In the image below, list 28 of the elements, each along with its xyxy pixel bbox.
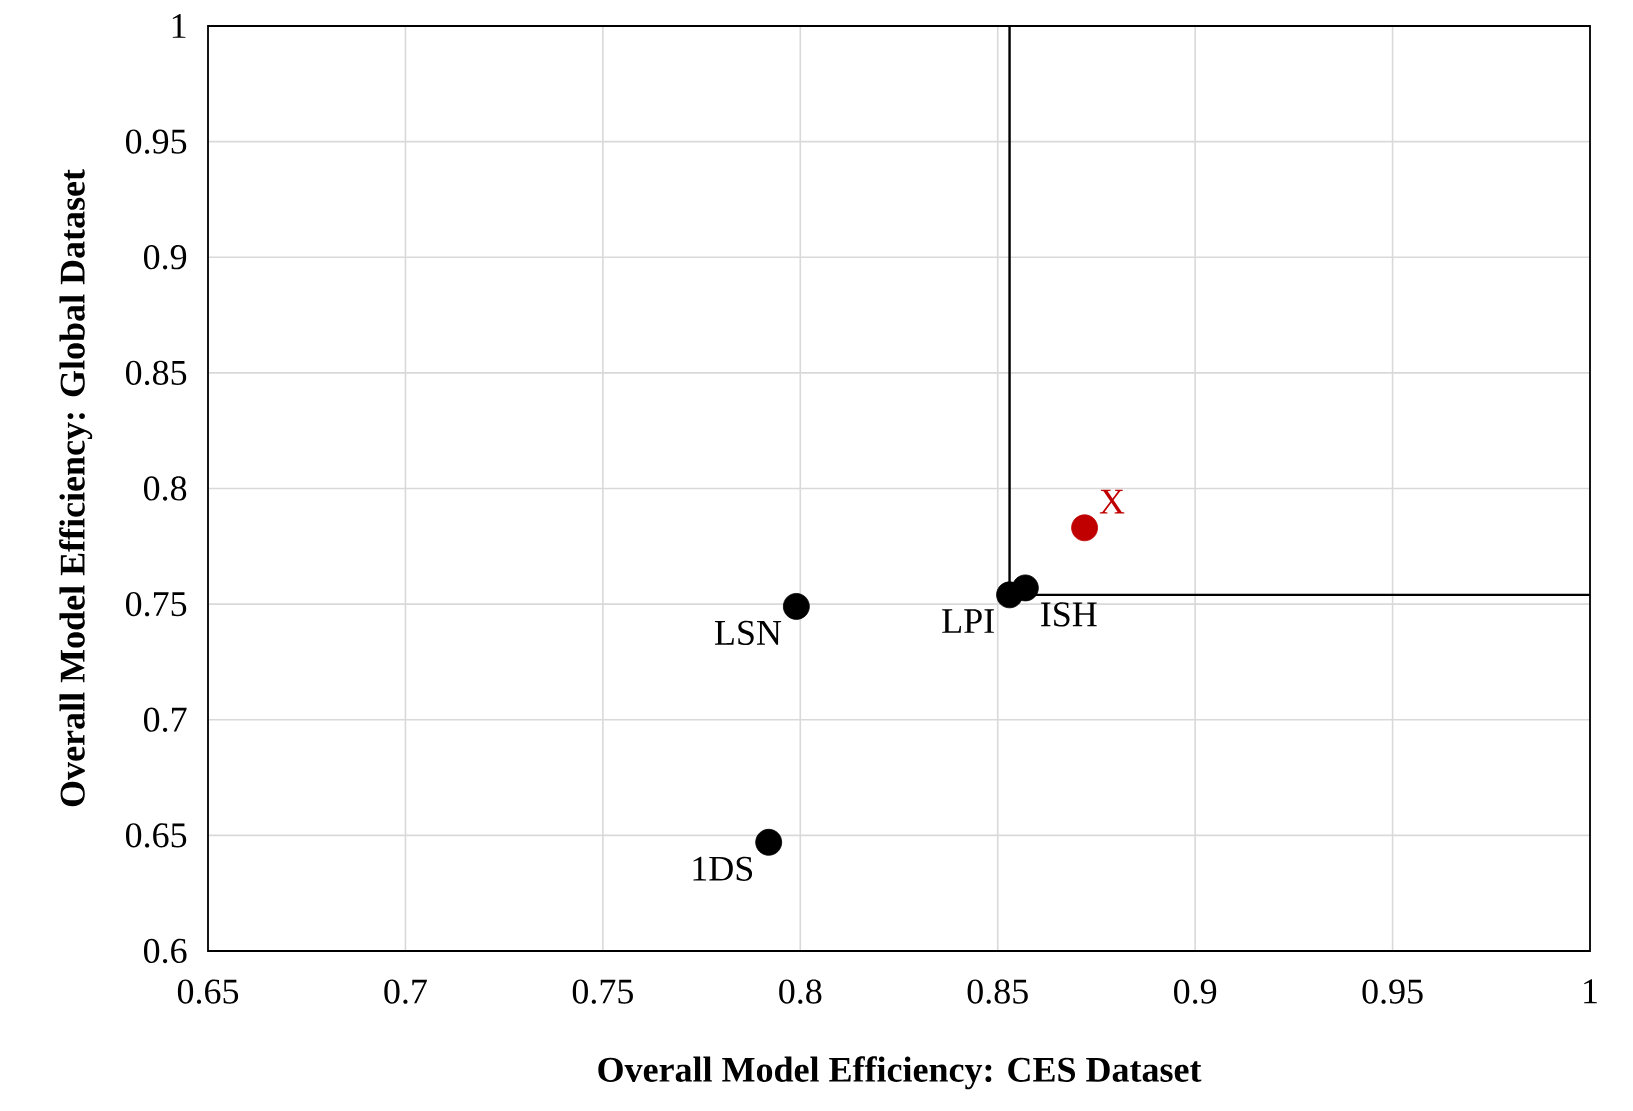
y-axis-title: Overall Model Efficiency: Global Dataset (59, 169, 93, 807)
y-tick-label: 0.8 (143, 476, 187, 501)
y-tick-label: 0.6 (143, 938, 187, 964)
point (782, 593, 810, 620)
x-axis-title: Overall Model Efficiency: CES Dataset (598, 1056, 1202, 1090)
x-tick-label: 0.65 (177, 979, 239, 1004)
point (755, 828, 783, 856)
annotation: LPI (942, 609, 994, 633)
x-tick-label: 0.95 (1362, 979, 1423, 1004)
annotation: 1DS (693, 856, 753, 881)
y-tick-label: 0.9 (143, 245, 187, 270)
x-tick-label: 0.85 (967, 979, 1028, 1004)
point (1011, 574, 1039, 602)
x-tick-label: 1 (1584, 979, 1597, 1004)
annotation: X (1099, 489, 1125, 514)
y-tick-label: 0.65 (125, 823, 187, 848)
x-tick-label: 0.75 (572, 979, 633, 1004)
x-tick-label: 0.9 (1174, 979, 1217, 1004)
y-tick-label: 0.7 (143, 707, 187, 732)
y-tick-label: 0.95 (125, 129, 187, 154)
annotation: ISH (1041, 602, 1097, 627)
x-tick-label: 0.7 (384, 979, 427, 1004)
y-tick-label: 0.75 (125, 591, 187, 617)
x-tick-label: 0.8 (779, 979, 822, 1004)
annotation: LSN (714, 620, 782, 645)
point (1071, 514, 1098, 542)
y-tick-label: 0.85 (125, 360, 187, 386)
y-tick-label: 1 (172, 14, 186, 38)
